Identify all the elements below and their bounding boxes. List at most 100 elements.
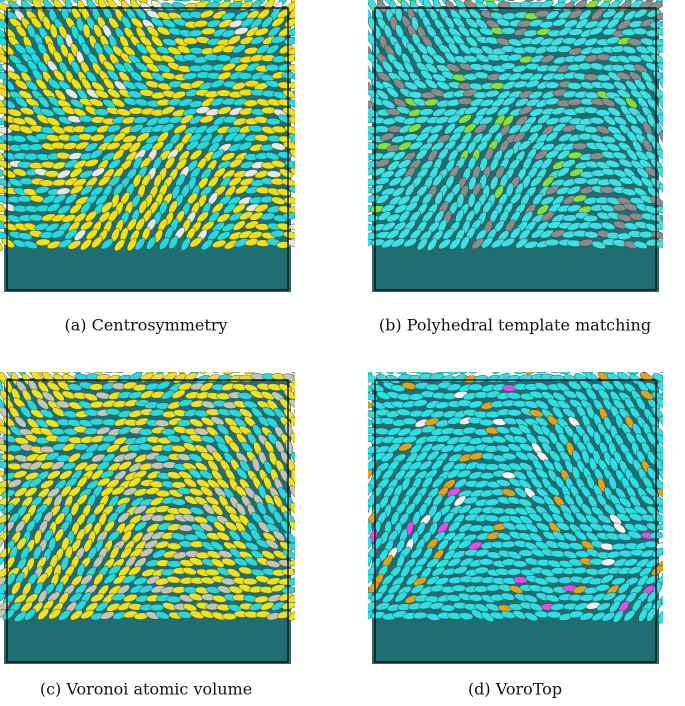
particle [534, 150, 548, 160]
particle [295, 477, 308, 493]
particle [212, 10, 227, 20]
particle [491, 435, 507, 444]
particle [210, 541, 224, 551]
particle [568, 9, 583, 19]
particle [651, 231, 663, 240]
particle [83, 392, 98, 402]
particle [50, 229, 65, 239]
particle [128, 141, 142, 153]
particle [0, 53, 10, 64]
caption: (b) Polyhedral template matching [379, 316, 651, 335]
particle [458, 539, 472, 549]
particle [233, 557, 248, 567]
particle [507, 550, 522, 560]
particle [40, 479, 54, 489]
particle [232, 203, 246, 214]
particle [139, 35, 152, 47]
particle [513, 372, 528, 374]
particle [355, 492, 367, 508]
particle [613, 80, 627, 91]
particle [557, 45, 572, 53]
particle [551, 213, 566, 224]
particle [84, 142, 99, 152]
particle [182, 462, 197, 471]
particle [583, 214, 598, 223]
particle [100, 611, 115, 620]
particle [398, 442, 413, 452]
particle [199, 522, 214, 532]
particle [114, 239, 126, 252]
particle [603, 115, 617, 126]
particle [299, 466, 312, 482]
particle [534, 416, 549, 427]
particle [122, 45, 136, 57]
particle [211, 504, 224, 516]
particle [640, 53, 654, 63]
particle [368, 537, 373, 551]
particle [0, 0, 7, 2]
particle [514, 97, 529, 107]
particle [649, 1, 663, 10]
particle [205, 496, 220, 506]
particle [386, 213, 401, 223]
particle [659, 96, 663, 111]
particle [90, 133, 105, 142]
particle [667, 220, 683, 230]
particle [528, 90, 543, 100]
particle [518, 140, 532, 151]
particle [200, 416, 215, 427]
particle [300, 483, 311, 499]
particle [89, 98, 104, 107]
particle [431, 476, 444, 489]
particle [490, 507, 506, 515]
particle [235, 502, 246, 516]
particle [118, 460, 132, 471]
particle [667, 469, 682, 483]
particle [106, 69, 120, 81]
particle [83, 538, 93, 553]
particle [616, 71, 631, 81]
caption: (c) Voronoi atomic volume [40, 680, 252, 699]
particle [352, 85, 367, 99]
particle [244, 556, 258, 567]
particle [289, 559, 295, 567]
particle [540, 54, 555, 64]
particle [661, 37, 663, 47]
particle [80, 609, 95, 620]
particle [300, 203, 316, 216]
particle [18, 90, 33, 100]
particle [606, 18, 620, 29]
particle [30, 388, 44, 400]
particle [446, 594, 461, 602]
particle [668, 129, 682, 145]
particle [585, 531, 599, 542]
particle [140, 156, 152, 169]
particle [48, 95, 61, 107]
particle [603, 0, 617, 3]
particle [42, 391, 55, 402]
particle [539, 229, 554, 239]
particle [144, 539, 159, 549]
particle [568, 558, 583, 567]
particle [116, 584, 131, 595]
particle [418, 460, 433, 471]
particle [575, 18, 589, 29]
particle [642, 139, 653, 153]
particle [551, 512, 565, 524]
particle [14, 416, 27, 428]
particle [216, 54, 232, 62]
particle [206, 550, 221, 559]
particle [501, 237, 515, 248]
particle [667, 505, 683, 516]
particle [474, 603, 489, 612]
particle [265, 152, 280, 161]
particle [237, 72, 253, 80]
particle [593, 431, 602, 446]
particle [451, 584, 467, 592]
particle [666, 202, 682, 214]
particle [670, 95, 680, 111]
particle [447, 487, 461, 497]
particle [251, 457, 261, 472]
particle [381, 99, 396, 109]
particle [173, 373, 187, 384]
